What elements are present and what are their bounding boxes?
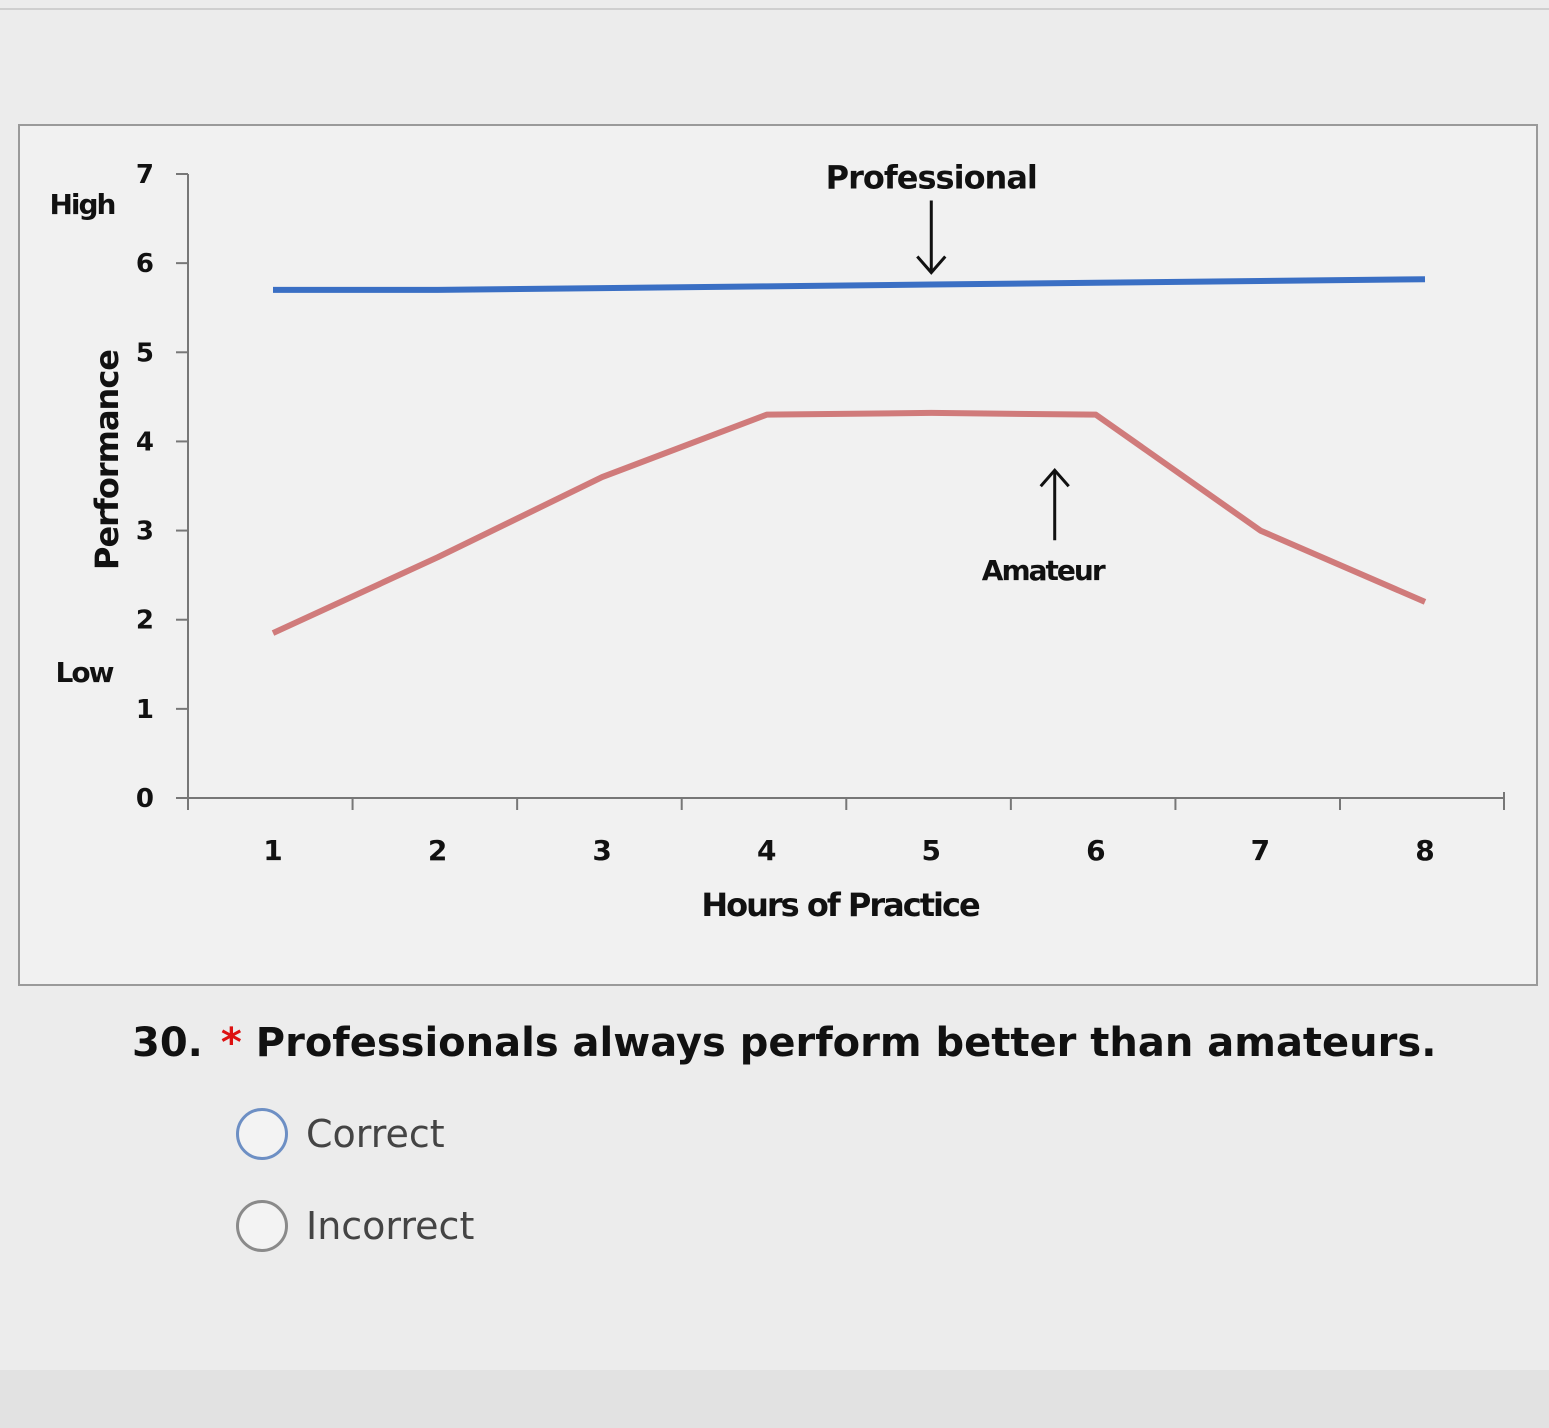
y-tick-label: 4 bbox=[136, 427, 154, 457]
performance-chart: 0 1 2 3 4 5 6 7 1 2 3 4 5 6 7 8 Hours of Practice Perform… bbox=[49, 159, 1505, 924]
option-incorrect-label: Incorrect bbox=[306, 1204, 475, 1248]
x-tick-label: 4 bbox=[757, 834, 776, 867]
question-text: Professionals always perform better than… bbox=[255, 1020, 1437, 1066]
annotation-arrowhead-amateur bbox=[1039, 467, 1070, 488]
y-tick-label: 1 bbox=[136, 695, 154, 725]
annotation-arrowhead-professional bbox=[916, 255, 947, 275]
x-tick-label: 7 bbox=[1251, 834, 1270, 867]
x-tick-label: 1 bbox=[263, 834, 282, 867]
x-tick-label: 5 bbox=[922, 834, 941, 867]
y-axis-label: Performance bbox=[88, 350, 126, 570]
option-correct-label: Correct bbox=[306, 1112, 445, 1156]
required-asterisk: * bbox=[220, 1020, 242, 1066]
y-tick-label: 3 bbox=[136, 517, 154, 547]
series-line-amateur bbox=[271, 409, 1427, 636]
bottom-band bbox=[0, 1370, 1549, 1428]
y-tick-label: 6 bbox=[136, 249, 154, 279]
annotation-professional: Professional bbox=[826, 159, 1037, 197]
y-high-label: High bbox=[49, 188, 114, 221]
y-tick-label: 0 bbox=[136, 784, 154, 814]
chart-panel: 0 1 2 3 4 5 6 7 1 2 3 4 5 6 7 8 Hours of Practice Perform… bbox=[18, 124, 1538, 986]
y-tick-label: 5 bbox=[136, 338, 154, 368]
question-30: 30. * Professionals always perform better … bbox=[132, 1020, 1436, 1066]
x-tick-label: 6 bbox=[1086, 834, 1105, 867]
x-tick-label: 3 bbox=[592, 834, 611, 867]
x-axis-label: Hours of Practice bbox=[701, 886, 980, 924]
series-line-professional bbox=[273, 276, 1426, 293]
x-tick-label: 2 bbox=[428, 834, 447, 867]
option-incorrect[interactable]: Incorrect bbox=[236, 1200, 474, 1252]
y-tick-label: 7 bbox=[136, 160, 154, 190]
y-tick-label: 2 bbox=[136, 606, 154, 636]
radio-incorrect[interactable] bbox=[236, 1200, 288, 1252]
x-tick-label: 8 bbox=[1415, 834, 1434, 867]
option-correct[interactable]: Correct bbox=[236, 1108, 445, 1160]
radio-correct[interactable] bbox=[236, 1108, 288, 1160]
question-number: 30. bbox=[132, 1020, 203, 1066]
top-divider bbox=[0, 8, 1549, 10]
y-low-label: Low bbox=[56, 656, 114, 689]
annotation-amateur: Amateur bbox=[982, 554, 1106, 587]
